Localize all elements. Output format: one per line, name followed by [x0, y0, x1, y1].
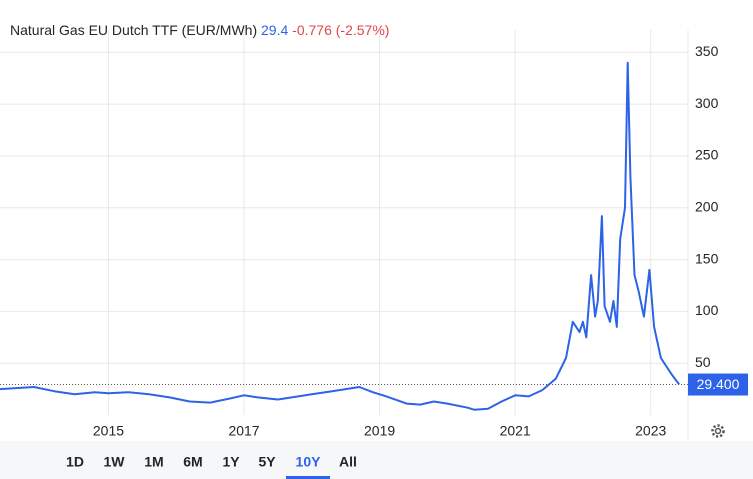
y-tick-label: 100 [695, 302, 719, 318]
range-button[interactable]: All [339, 454, 357, 470]
settings-icon[interactable] [711, 424, 725, 438]
x-tick-label: 2017 [228, 423, 259, 439]
x-tick-label: 2015 [93, 423, 124, 439]
range-button[interactable]: 6M [183, 454, 202, 470]
y-tick-label: 350 [695, 43, 719, 59]
selected-underline [286, 476, 330, 479]
change-percent: (-2.57%) [336, 22, 390, 38]
range-bar [0, 441, 753, 479]
y-tick-label: 250 [695, 147, 719, 163]
range-button[interactable]: 1M [144, 454, 163, 470]
y-tick-label: 300 [695, 95, 719, 111]
last-price-label: 29.400 [697, 376, 740, 392]
price: 29.4 [261, 22, 288, 38]
range-button[interactable]: 1Y [222, 454, 240, 470]
last-price-badge [688, 373, 748, 396]
x-tick-label: 2019 [364, 423, 395, 439]
chart-header: Natural Gas EU Dutch TTF (EUR/MWh) 29.4 … [10, 22, 389, 38]
y-tick-label: 200 [695, 198, 719, 214]
price-line [0, 61, 681, 411]
x-tick-label: 2021 [500, 423, 531, 439]
range-button[interactable]: 10Y [296, 454, 322, 470]
x-tick-label: 2023 [635, 423, 666, 439]
y-tick-label: 50 [695, 354, 711, 370]
chart-title: Natural Gas EU Dutch TTF (EUR/MWh) [10, 22, 257, 38]
change: -0.776 [292, 22, 332, 38]
range-button[interactable]: 5Y [258, 454, 276, 470]
range-button[interactable]: 1W [104, 454, 126, 470]
y-tick-label: 150 [695, 250, 719, 266]
range-button[interactable]: 1D [66, 454, 84, 470]
